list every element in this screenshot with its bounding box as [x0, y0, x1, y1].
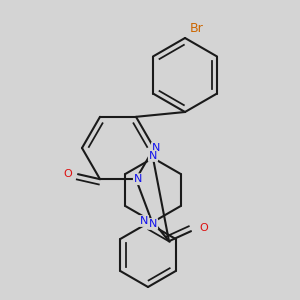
Text: Br: Br	[190, 22, 204, 34]
Text: N: N	[134, 174, 142, 184]
Text: O: O	[200, 223, 208, 233]
Text: N: N	[152, 143, 160, 153]
Text: O: O	[64, 169, 72, 179]
Text: N: N	[140, 216, 148, 226]
Text: N: N	[149, 219, 157, 229]
Text: N: N	[149, 151, 157, 161]
